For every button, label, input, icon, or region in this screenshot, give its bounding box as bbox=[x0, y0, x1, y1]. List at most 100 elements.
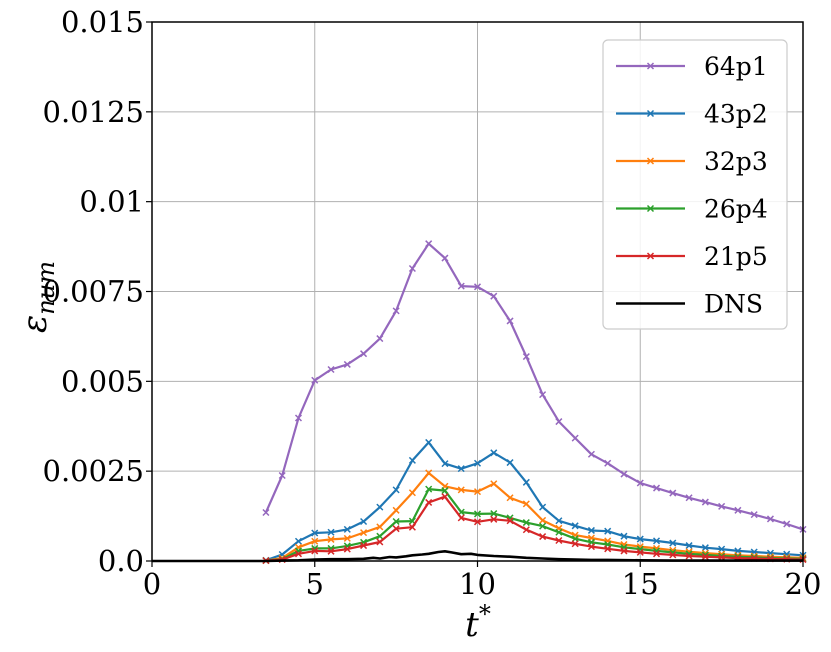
data-point bbox=[620, 470, 628, 478]
x-tick-label: 20 bbox=[785, 567, 822, 601]
data-point bbox=[457, 465, 465, 473]
data-point bbox=[718, 502, 726, 510]
legend-marker bbox=[646, 109, 655, 118]
data-point bbox=[701, 553, 709, 561]
data-point bbox=[343, 545, 351, 553]
data-point bbox=[441, 460, 449, 468]
data-point bbox=[587, 450, 595, 458]
data-point bbox=[392, 307, 400, 315]
data-point bbox=[490, 480, 498, 488]
data-point bbox=[327, 547, 335, 555]
data-point bbox=[408, 264, 416, 273]
data-point bbox=[734, 506, 742, 514]
axis-ticks: 0 5 10 15 20 0.0 0.0025 0.005 0.0075 0.01 0.0125 0.… bbox=[43, 5, 822, 601]
data-point bbox=[490, 449, 498, 457]
plot-series bbox=[152, 240, 807, 565]
data-point bbox=[343, 525, 351, 533]
data-point bbox=[327, 528, 335, 536]
data-point bbox=[604, 545, 612, 553]
data-point bbox=[441, 487, 449, 495]
legend-item: 26p4 bbox=[616, 195, 768, 224]
data-point bbox=[473, 510, 482, 518]
y-axis-label: εnum bbox=[15, 261, 60, 333]
y-axis-label-subscript: num bbox=[32, 261, 60, 315]
data-point bbox=[262, 508, 270, 517]
data-point bbox=[539, 391, 547, 399]
series-line-26p4 bbox=[265, 488, 804, 562]
legend-item: 43p2 bbox=[616, 100, 768, 129]
legend-marker bbox=[646, 204, 655, 213]
data-point bbox=[636, 548, 644, 556]
legend-marker bbox=[646, 252, 655, 260]
data-point bbox=[376, 503, 384, 511]
series-line-43p2 bbox=[265, 441, 804, 562]
series-line-64p1 bbox=[264, 242, 804, 531]
y-tick-label: 0.0075 bbox=[43, 275, 144, 309]
data-point bbox=[441, 254, 449, 262]
legend-item: 64p1 bbox=[616, 52, 768, 81]
data-point bbox=[522, 478, 530, 486]
data-point bbox=[685, 542, 693, 550]
data-point bbox=[571, 540, 579, 548]
legend-label: 26p4 bbox=[704, 195, 768, 224]
data-point bbox=[636, 479, 644, 487]
data-point bbox=[408, 523, 416, 531]
data-point bbox=[311, 529, 319, 537]
data-point bbox=[555, 418, 563, 426]
y-tick-label: 0.01 bbox=[79, 185, 144, 219]
data-point bbox=[539, 503, 547, 511]
data-point bbox=[441, 493, 449, 501]
data-point bbox=[652, 550, 661, 558]
data-point bbox=[685, 494, 693, 502]
data-point bbox=[294, 414, 303, 422]
data-point bbox=[604, 527, 612, 535]
data-point bbox=[360, 542, 368, 550]
data-point bbox=[701, 544, 709, 552]
data-point bbox=[408, 489, 416, 497]
data-point bbox=[522, 519, 530, 527]
legend-item: DNS bbox=[616, 290, 763, 319]
series-dns bbox=[152, 549, 803, 563]
series-64p1 bbox=[262, 240, 807, 533]
data-point bbox=[408, 456, 416, 464]
data-point bbox=[490, 510, 498, 518]
series-21p5 bbox=[262, 493, 807, 565]
data-point bbox=[506, 517, 514, 525]
data-point bbox=[425, 498, 433, 506]
data-point bbox=[473, 283, 482, 291]
y-tick-label: 0.0 bbox=[98, 544, 144, 578]
data-point bbox=[571, 522, 579, 530]
data-point bbox=[620, 547, 628, 555]
data-point bbox=[392, 525, 400, 533]
legend-label: 43p2 bbox=[704, 100, 768, 129]
data-point bbox=[311, 547, 319, 555]
legend-marker bbox=[646, 157, 655, 165]
data-point bbox=[457, 486, 465, 494]
data-point bbox=[701, 498, 709, 506]
data-point bbox=[360, 350, 368, 358]
data-point bbox=[473, 459, 482, 467]
data-point bbox=[587, 543, 595, 551]
x-tick-label: 10 bbox=[459, 567, 496, 601]
data-point bbox=[539, 522, 547, 530]
data-point bbox=[278, 471, 286, 480]
series-line-21p5 bbox=[265, 495, 804, 562]
data-point bbox=[669, 539, 677, 547]
data-point bbox=[555, 517, 563, 525]
data-point bbox=[425, 485, 433, 493]
data-point bbox=[652, 484, 661, 492]
data-point bbox=[294, 550, 303, 558]
data-point bbox=[425, 469, 433, 477]
y-tick-label: 0.005 bbox=[61, 364, 144, 398]
data-point bbox=[343, 360, 351, 368]
data-point bbox=[652, 537, 661, 545]
data-point bbox=[506, 317, 514, 325]
legend-item: 32p3 bbox=[616, 147, 768, 176]
data-point bbox=[604, 459, 612, 467]
data-point bbox=[636, 535, 644, 543]
data-point bbox=[685, 552, 693, 560]
x-tick-label: 0 bbox=[143, 567, 161, 601]
data-point bbox=[457, 282, 465, 290]
